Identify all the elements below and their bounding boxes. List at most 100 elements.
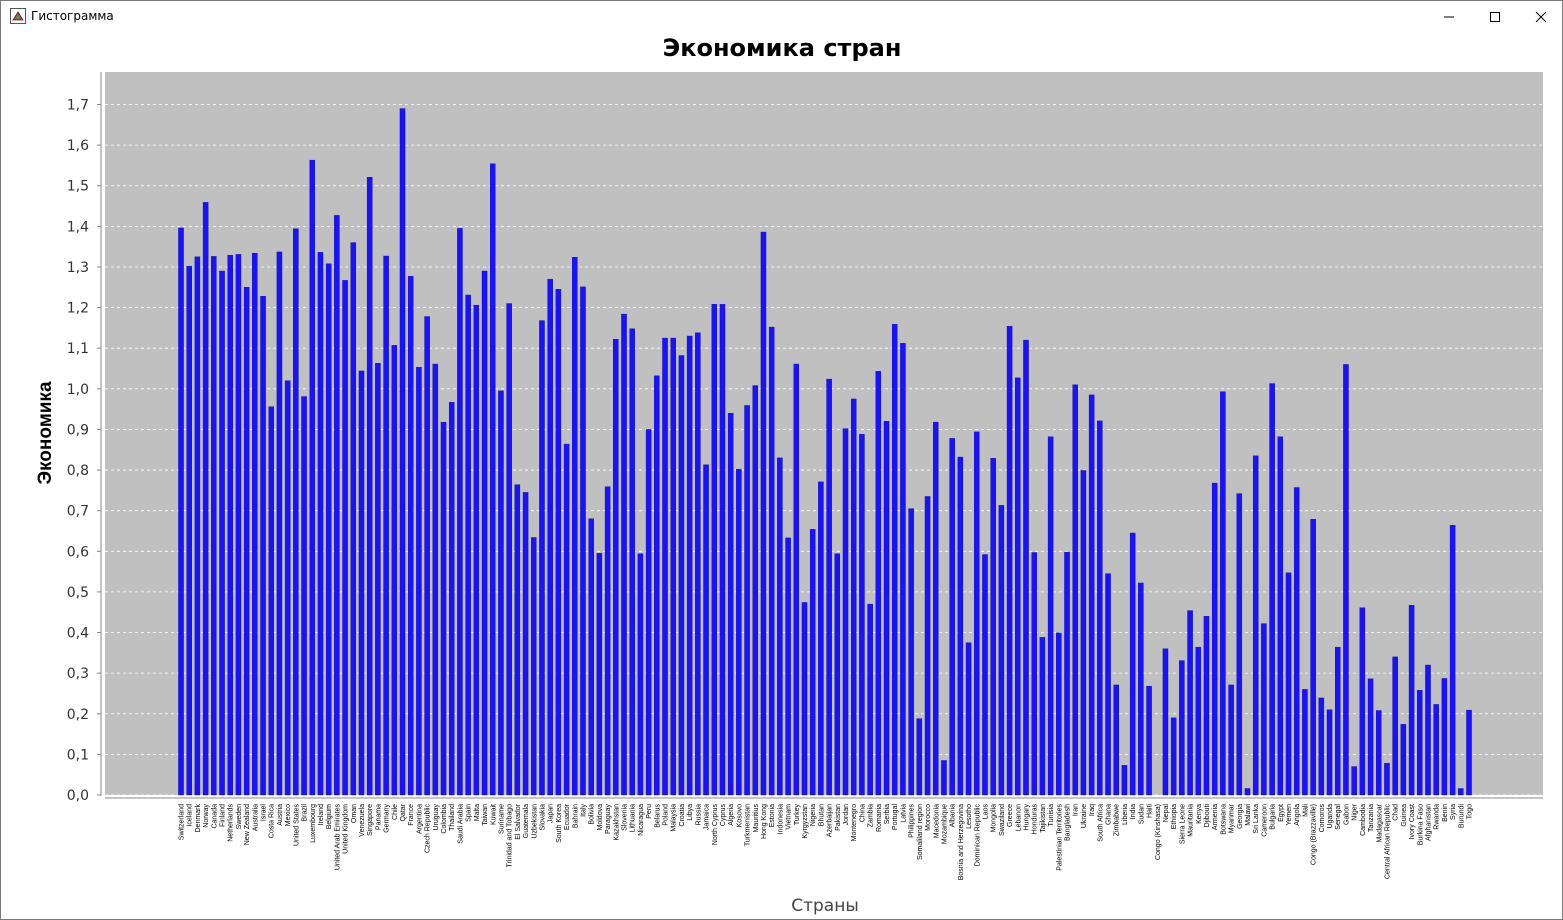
x-tick-label: New Zealand	[244, 804, 251, 845]
bar	[1425, 664, 1431, 796]
x-tick-label: Chad	[1393, 804, 1400, 821]
bar	[1146, 685, 1152, 796]
x-tick-label: Bahrain	[572, 804, 579, 828]
bar	[744, 405, 750, 796]
y-tick-label: 1,0	[67, 382, 89, 398]
x-tick-label: Syria	[1450, 804, 1457, 820]
x-tick-label: Ecuador	[564, 803, 571, 830]
x-tick-label: Bhutan	[818, 804, 825, 826]
x-tick-label: Australia	[252, 804, 259, 831]
bar	[350, 242, 357, 796]
close-button[interactable]	[1517, 1, 1563, 31]
x-tick-label: Nigeria	[810, 804, 817, 826]
bar	[604, 486, 611, 796]
bar	[448, 402, 455, 796]
window-title: Гистограмма	[31, 9, 114, 23]
x-tick-label: Macedonia	[933, 804, 940, 838]
x-tick-label: Lesotho	[966, 804, 973, 829]
bar	[1302, 689, 1308, 796]
bar	[481, 270, 488, 796]
bar	[613, 339, 619, 796]
x-tick-label: Guatemala	[523, 804, 530, 838]
bar	[325, 263, 332, 796]
bar	[1228, 684, 1234, 796]
bar	[375, 363, 381, 796]
bar	[531, 537, 537, 796]
x-tick-label: Laos	[982, 804, 989, 820]
bar	[1392, 656, 1398, 796]
bar	[1343, 364, 1349, 796]
x-tick-label: Singapore	[367, 804, 374, 836]
title-bar[interactable]: Гистограмма	[1, 1, 1562, 31]
x-tick-label: Botswana	[1220, 804, 1227, 835]
x-tick-label: Mauritius	[753, 804, 760, 833]
bar	[465, 294, 471, 796]
bar	[670, 337, 676, 796]
x-tick-label: Finland	[220, 804, 227, 827]
y-tick-label: 0,6	[67, 544, 89, 560]
x-tick-label: Panama	[375, 804, 382, 830]
bar	[473, 304, 480, 796]
bar	[514, 484, 521, 796]
x-tick-label: Egypt	[1278, 804, 1285, 822]
x-tick-label: Ukraine	[1081, 804, 1088, 828]
bar	[1334, 646, 1341, 796]
histogram-chart: Экономика стран 0,0 0,1 0,2 0,3 0,4 0,5 0,6 0,7…	[35, 34, 1543, 916]
bar	[768, 326, 775, 796]
chart-title: Экономика стран	[663, 34, 902, 62]
bar	[1310, 519, 1316, 796]
bar	[1351, 766, 1357, 796]
bar	[490, 163, 496, 796]
bar	[777, 457, 783, 796]
bar	[957, 456, 964, 796]
y-tick-label: 0,7	[67, 504, 89, 520]
bar	[522, 492, 529, 796]
x-tick-label: Sierra Leone	[1179, 804, 1186, 844]
x-tick-label: Comoros	[1319, 804, 1326, 833]
x-tick-label: Italy	[580, 804, 587, 817]
bar	[243, 287, 250, 796]
x-tick-label: India	[1130, 804, 1137, 819]
x-tick-label: Ghana	[1106, 804, 1113, 825]
bar	[1417, 690, 1423, 796]
bar	[1244, 788, 1251, 796]
bar	[875, 371, 882, 796]
x-tick-label: Liberia	[1122, 804, 1129, 825]
bar	[924, 496, 931, 796]
bar	[1220, 391, 1226, 796]
y-tick-label: 0,5	[67, 585, 89, 601]
x-tick-label: Spain	[466, 804, 473, 822]
x-tick-label: Zambia	[868, 804, 875, 827]
x-tick-label: Vietnam	[786, 804, 793, 830]
bar	[834, 553, 841, 796]
x-tick-label: Slovenia	[622, 804, 629, 831]
x-tick-label: Senegal	[1335, 804, 1342, 830]
bar	[457, 228, 463, 796]
x-tick-label: Swaziland	[999, 804, 1006, 836]
x-tick-label: Tunisia	[1048, 804, 1055, 826]
x-tick-label: Haiti	[1147, 804, 1154, 818]
y-tick-label: 0,1	[67, 747, 89, 763]
minimize-button[interactable]	[1425, 1, 1471, 31]
x-tick-label: Colombia	[441, 804, 448, 834]
x-tick-label: Ivory Coast	[1409, 804, 1416, 839]
x-tick-label: Greece	[1007, 804, 1014, 827]
x-tick-label: Malaysia	[671, 804, 678, 832]
bar	[596, 553, 603, 796]
bar	[1252, 455, 1259, 796]
bar	[1211, 482, 1218, 796]
x-tick-label: Poland	[663, 804, 670, 826]
x-tick-label: Bangladesh	[1065, 804, 1072, 841]
y-axis-label: Экономика	[35, 381, 56, 484]
x-tick-label: Iraq	[1089, 804, 1096, 816]
bar	[227, 254, 233, 796]
bar	[645, 429, 652, 796]
bar	[859, 434, 865, 796]
maximize-button[interactable]	[1471, 1, 1517, 31]
bar	[235, 254, 242, 796]
x-tick-label: Madagascar	[1376, 803, 1383, 842]
y-tick-label: 1,4	[67, 219, 89, 235]
bar	[662, 337, 668, 796]
bar	[358, 370, 365, 796]
app-icon	[10, 8, 26, 24]
